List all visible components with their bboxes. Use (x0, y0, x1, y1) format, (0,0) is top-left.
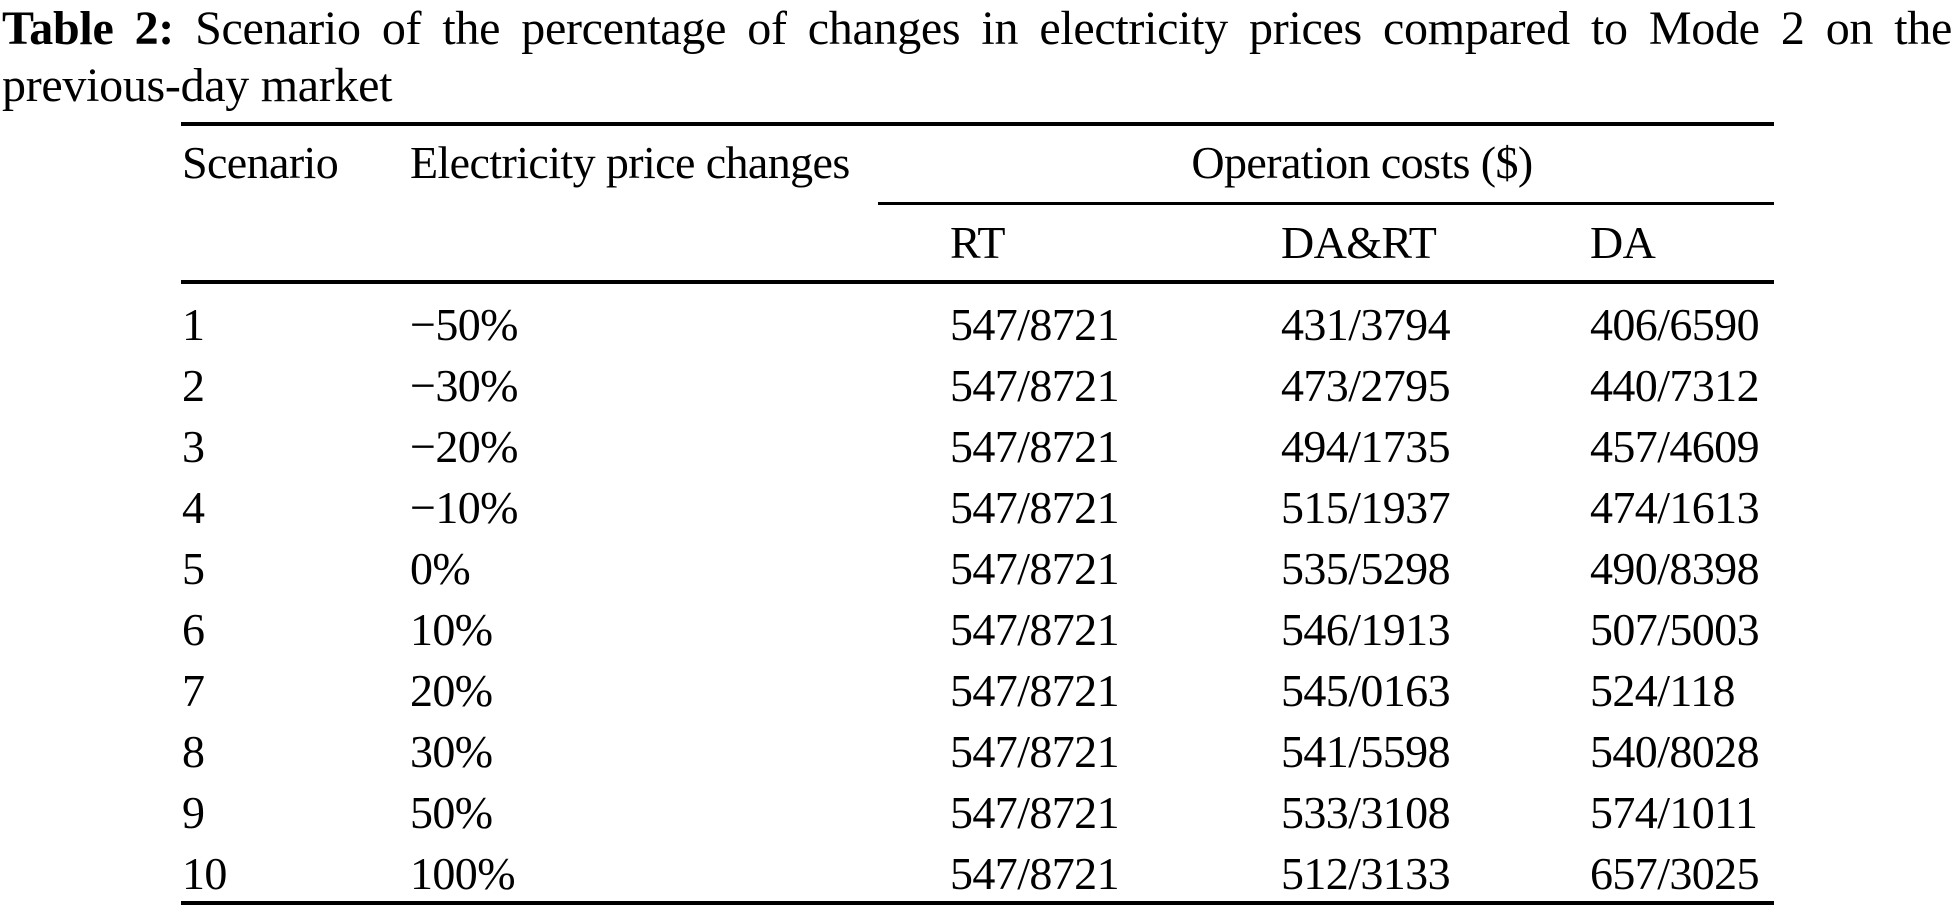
cell-rt: 547/8721 (950, 848, 1120, 899)
cell-scenario: 1 (182, 299, 205, 350)
cell-rt: 547/8721 (950, 360, 1120, 411)
cell-da-rt: 473/2795 (1281, 360, 1451, 411)
cell-da: 440/7312 (1590, 360, 1760, 411)
cell-scenario: 5 (182, 543, 205, 594)
table-row: 6 10% 547/8721 546/1913 507/5003 (181, 599, 1774, 660)
table-caption-line2: previous-day market (2, 59, 393, 112)
cell-price-change: −10% (410, 482, 518, 533)
table-caption: Table 2: Scenario of the percentage of c… (2, 0, 1952, 114)
cell-price-change: −50% (410, 299, 518, 350)
header-rt: RT (950, 217, 1005, 268)
table-row: 10 100% 547/8721 512/3133 657/3025 (181, 843, 1774, 904)
table-header-rule (181, 280, 1774, 284)
cell-da-rt: 546/1913 (1281, 604, 1451, 655)
table-row: 4 −10% 547/8721 515/1937 474/1613 (181, 477, 1774, 538)
table-caption-label: Table 2: (2, 2, 174, 55)
cell-da: 490/8398 (1590, 543, 1760, 594)
cell-da-rt: 533/3108 (1281, 787, 1451, 838)
cell-scenario: 7 (182, 665, 205, 716)
cell-price-change: −30% (410, 360, 518, 411)
cell-da: 406/6590 (1590, 299, 1760, 350)
table-bottom-rule (181, 901, 1774, 905)
cell-scenario: 8 (182, 726, 205, 777)
header-da-rt: DA&RT (1281, 217, 1437, 268)
cell-da: 507/5003 (1590, 604, 1760, 655)
cell-price-change: −20% (410, 421, 518, 472)
cell-rt: 547/8721 (950, 543, 1120, 594)
cell-scenario: 9 (182, 787, 205, 838)
cell-rt: 547/8721 (950, 604, 1120, 655)
cell-da-rt: 512/3133 (1281, 848, 1451, 899)
table-top-rule (181, 122, 1774, 126)
operation-costs-rule (878, 202, 1774, 205)
cell-scenario: 6 (182, 604, 205, 655)
cell-price-change: 10% (410, 604, 493, 655)
header-price-changes: Electricity price changes (410, 137, 850, 188)
cell-da-rt: 545/0163 (1281, 665, 1451, 716)
cell-price-change: 20% (410, 665, 493, 716)
header-operation-costs: Operation costs ($) (1191, 137, 1533, 188)
cell-da: 657/3025 (1590, 848, 1760, 899)
table-row: 3 −20% 547/8721 494/1735 457/4609 (181, 416, 1774, 477)
cell-da: 524/118 (1590, 665, 1735, 716)
table-row: 9 50% 547/8721 533/3108 574/1011 (181, 782, 1774, 843)
cell-scenario: 2 (182, 360, 205, 411)
table-row: 1 −50% 547/8721 431/3794 406/6590 (181, 294, 1774, 355)
cell-price-change: 50% (410, 787, 493, 838)
cell-da-rt: 494/1735 (1281, 421, 1451, 472)
cell-da: 540/8028 (1590, 726, 1760, 777)
table-row: 5 0% 547/8721 535/5298 490/8398 (181, 538, 1774, 599)
header-scenario: Scenario (182, 137, 339, 188)
table-row: 2 −30% 547/8721 473/2795 440/7312 (181, 355, 1774, 416)
table-caption-line1: Table 2: Scenario of the percentage of c… (2, 0, 1952, 57)
cell-da-rt: 515/1937 (1281, 482, 1451, 533)
cell-da-rt: 541/5598 (1281, 726, 1451, 777)
cell-rt: 547/8721 (950, 421, 1120, 472)
cell-rt: 547/8721 (950, 665, 1120, 716)
cell-price-change: 100% (410, 848, 516, 899)
cell-da-rt: 535/5298 (1281, 543, 1451, 594)
cell-rt: 547/8721 (950, 787, 1120, 838)
cell-da: 457/4609 (1590, 421, 1760, 472)
cell-rt: 547/8721 (950, 726, 1120, 777)
cell-scenario: 4 (182, 482, 205, 533)
cell-da: 474/1613 (1590, 482, 1760, 533)
cell-scenario: 3 (182, 421, 205, 472)
table-caption-text: Scenario of the percentage of changes in… (195, 2, 1952, 55)
cell-da: 574/1011 (1590, 787, 1758, 838)
cell-price-change: 0% (410, 543, 471, 594)
cell-rt: 547/8721 (950, 482, 1120, 533)
cell-da-rt: 431/3794 (1281, 299, 1451, 350)
header-da: DA (1590, 217, 1656, 268)
table-row: 8 30% 547/8721 541/5598 540/8028 (181, 721, 1774, 782)
cell-rt: 547/8721 (950, 299, 1120, 350)
cell-scenario: 10 (182, 848, 227, 899)
cell-price-change: 30% (410, 726, 493, 777)
table-row: 7 20% 547/8721 545/0163 524/118 (181, 660, 1774, 721)
